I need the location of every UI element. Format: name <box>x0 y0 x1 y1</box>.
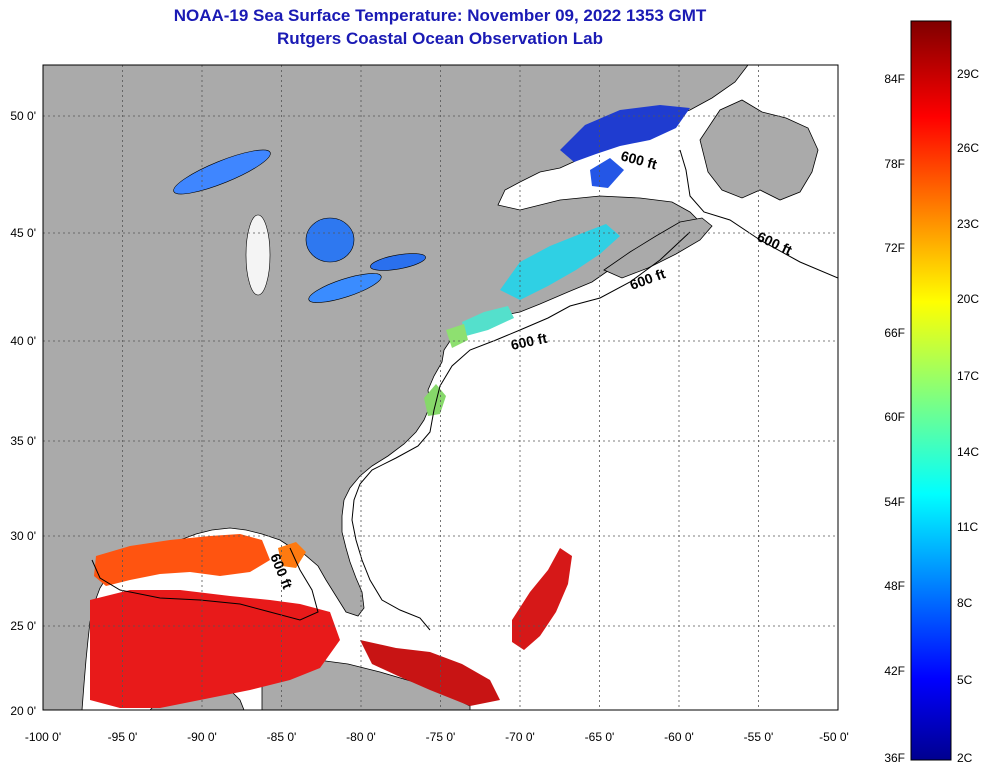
map-frame <box>42 64 839 711</box>
north-america-land <box>43 65 749 710</box>
lat-tick-label: 35 0' <box>10 434 36 448</box>
celsius-label: 23C <box>957 217 979 231</box>
lon-tick-label: -60 0' <box>664 730 694 744</box>
fahrenheit-label: 42F <box>884 664 905 678</box>
longitude-axis: -100 0' -95 0' -90 0' -85 0' -80 0' -75 … <box>25 730 849 744</box>
lat-tick-label: 45 0' <box>10 226 36 240</box>
celsius-scale: 29C 26C 23C 20C 17C 14C 11C 8C 5C 2C <box>957 67 979 765</box>
lon-tick-label: -55 0' <box>744 730 774 744</box>
lon-tick-label: -90 0' <box>187 730 217 744</box>
map-title: NOAA-19 Sea Surface Temperature: Novembe… <box>173 6 707 25</box>
lon-tick-label: -100 0' <box>25 730 61 744</box>
celsius-label: 29C <box>957 67 979 81</box>
fahrenheit-label: 48F <box>884 579 905 593</box>
celsius-label: 2C <box>957 751 973 765</box>
celsius-label: 14C <box>957 445 979 459</box>
lat-tick-label: 20 0' <box>10 704 36 718</box>
celsius-label: 20C <box>957 292 979 306</box>
newfoundland-land <box>699 99 819 201</box>
celsius-label: 5C <box>957 673 973 687</box>
isobath-600ft <box>91 149 838 631</box>
latitude-axis: 50 0' 45 0' 40 0' 35 0' 30 0' 25 0' 20 0… <box>10 109 36 718</box>
fahrenheit-label: 36F <box>884 751 905 765</box>
lon-tick-label: -50 0' <box>819 730 849 744</box>
lat-tick-label: 40 0' <box>10 334 36 348</box>
lon-tick-label: -70 0' <box>505 730 535 744</box>
lon-tick-label: -95 0' <box>108 730 138 744</box>
lon-tick-label: -80 0' <box>346 730 376 744</box>
fahrenheit-label: 60F <box>884 410 905 424</box>
fahrenheit-label: 78F <box>884 157 905 171</box>
lon-tick-label: -65 0' <box>585 730 615 744</box>
fahrenheit-label: 54F <box>884 495 905 509</box>
lat-tick-label: 25 0' <box>10 619 36 633</box>
lat-tick-label: 30 0' <box>10 529 36 543</box>
celsius-label: 11C <box>957 520 978 534</box>
fahrenheit-label: 66F <box>884 326 905 340</box>
fahrenheit-scale: 84F 78F 72F 66F 60F 54F 48F 42F 36F <box>884 72 905 765</box>
celsius-label: 8C <box>957 596 973 610</box>
color-scale-gradient <box>910 20 952 761</box>
map-subtitle: Rutgers Coastal Ocean Observation Lab <box>277 29 603 48</box>
lat-tick-label: 50 0' <box>10 109 36 123</box>
fahrenheit-label: 84F <box>884 72 905 86</box>
great-lakes <box>173 149 426 303</box>
fahrenheit-label: 72F <box>884 241 905 255</box>
celsius-label: 17C <box>957 369 979 383</box>
lon-tick-label: -75 0' <box>426 730 456 744</box>
sst-field <box>90 105 690 708</box>
lon-tick-label: -85 0' <box>267 730 297 744</box>
celsius-label: 26C <box>957 141 979 155</box>
